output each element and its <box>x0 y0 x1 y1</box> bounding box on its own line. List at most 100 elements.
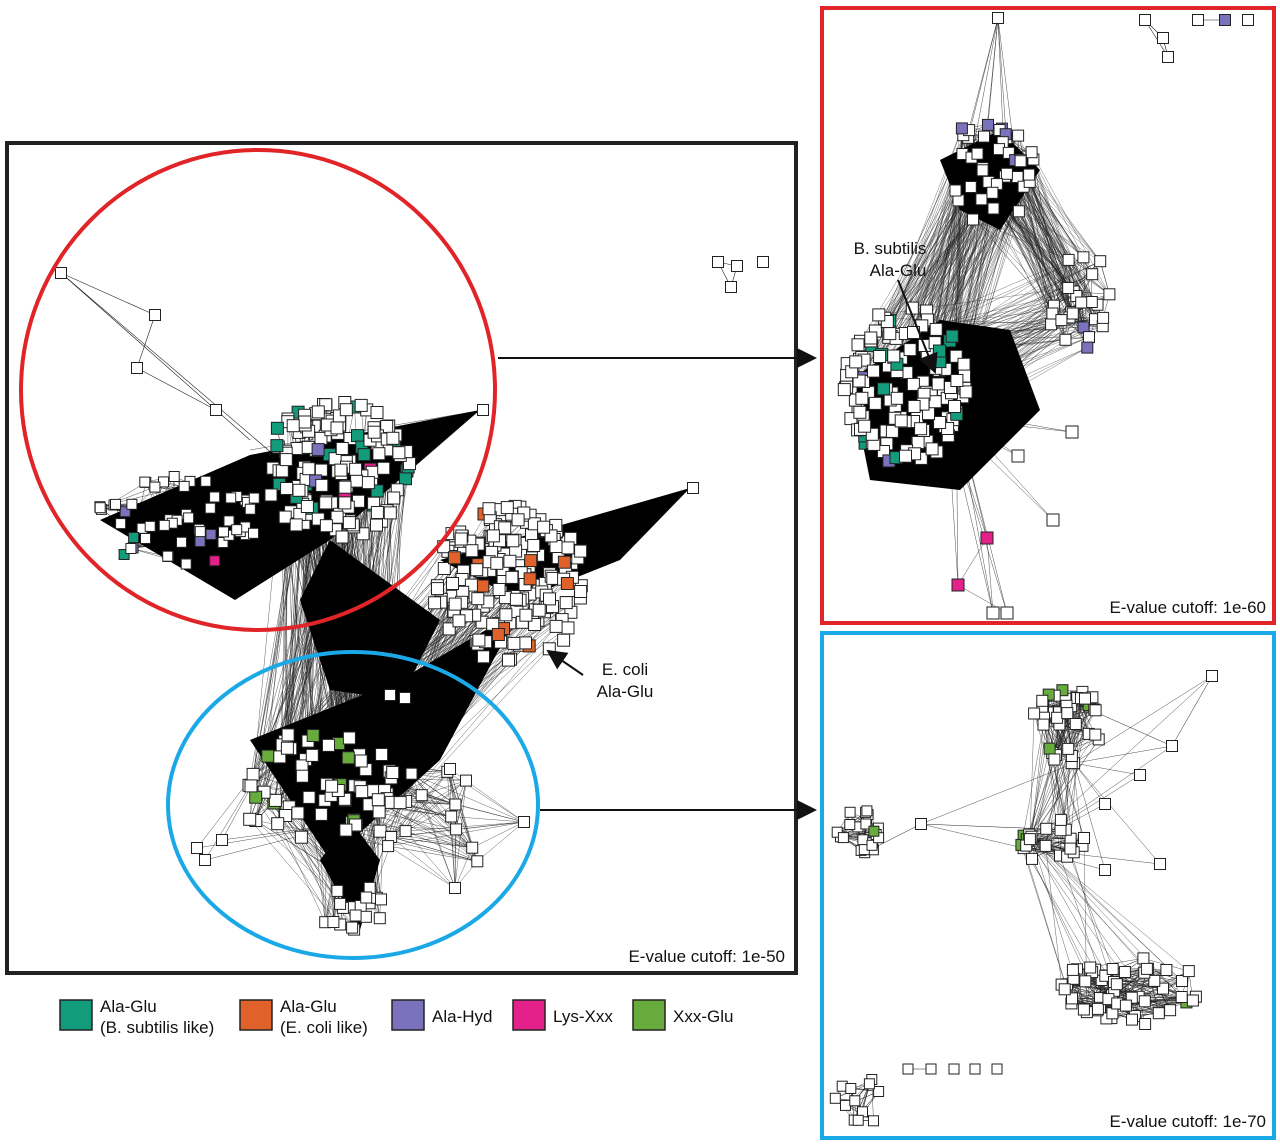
network-node <box>873 1086 885 1097</box>
network-node <box>1062 253 1075 266</box>
legend-swatch <box>239 999 273 1031</box>
network-edge <box>263 792 326 923</box>
network-node <box>244 779 258 793</box>
network-node <box>1054 824 1067 837</box>
network-node <box>1137 952 1150 965</box>
network-edge <box>1023 774 1141 849</box>
network-node <box>300 500 314 513</box>
network-node <box>1097 311 1110 324</box>
network-node <box>477 650 490 664</box>
network-edge <box>421 780 467 796</box>
network-node <box>249 790 263 804</box>
network-node <box>978 130 990 143</box>
network-node <box>559 596 573 610</box>
network-node <box>371 793 385 807</box>
network-edge <box>421 795 456 889</box>
network-node <box>370 518 383 532</box>
network-node <box>757 256 769 268</box>
network-edge <box>920 762 1075 825</box>
red-network-edges <box>844 17 1225 614</box>
network-node <box>448 597 462 611</box>
network-node <box>339 823 353 837</box>
network-edge <box>1029 713 1035 840</box>
network-node <box>867 364 880 378</box>
network-node <box>399 692 411 704</box>
network-node <box>338 480 352 494</box>
network-node <box>110 498 121 510</box>
network-edge <box>249 409 484 451</box>
network-node <box>446 577 459 590</box>
network-node <box>524 554 538 568</box>
network-node <box>1066 992 1078 1005</box>
legend-item-ala-hyd: Ala-Hyd <box>391 999 492 1031</box>
network-node <box>557 555 571 569</box>
network-node <box>1075 296 1088 309</box>
network-node <box>295 769 309 783</box>
network-node <box>712 256 724 268</box>
red-zoom-border <box>820 6 1276 625</box>
network-node <box>1176 975 1188 987</box>
network-edge <box>405 830 478 862</box>
network-node <box>499 608 513 622</box>
network-node <box>519 608 533 622</box>
network-edge <box>136 314 156 369</box>
network-edge <box>1026 845 1107 1019</box>
network-node <box>294 830 308 844</box>
network-node <box>278 510 292 524</box>
red-network-nodes <box>837 12 1254 620</box>
network-node <box>561 621 575 635</box>
network-node <box>1118 966 1131 978</box>
network-node <box>1219 14 1231 26</box>
network-node <box>1242 14 1254 26</box>
network-node <box>1182 965 1195 978</box>
network-node <box>476 579 490 593</box>
network-node <box>200 475 212 487</box>
network-node <box>158 519 170 531</box>
network-node <box>948 400 961 413</box>
legend-label-line1: Lys-Xxx <box>553 1007 613 1026</box>
network-node <box>837 832 849 844</box>
network-edge <box>390 795 422 838</box>
network-node <box>1099 969 1112 982</box>
network-node <box>209 555 221 567</box>
network-node <box>844 806 856 818</box>
blue-network-edges <box>835 675 1213 1122</box>
network-edge <box>387 768 451 847</box>
network-node <box>857 834 869 846</box>
network-node <box>1002 146 1015 159</box>
network-node <box>950 374 964 387</box>
network-node <box>915 818 927 830</box>
network-node <box>449 882 461 894</box>
network-node <box>314 807 328 821</box>
network-node <box>306 729 320 742</box>
network-node <box>992 12 1004 24</box>
network-node <box>855 391 869 405</box>
network-node <box>1106 963 1119 975</box>
blue-zoom-border <box>820 631 1276 1140</box>
network-node <box>140 533 151 544</box>
network-node <box>335 442 349 455</box>
network-node <box>218 526 229 538</box>
network-node <box>183 512 195 524</box>
network-node <box>375 748 389 761</box>
legend-label-line1: Ala-Hyd <box>432 1007 492 1026</box>
network-edge <box>388 845 456 889</box>
network-node <box>969 1063 981 1075</box>
network-node <box>902 1063 914 1075</box>
network-node <box>1062 742 1075 755</box>
network-node <box>271 817 285 831</box>
network-node <box>472 633 486 647</box>
network-node <box>386 766 400 779</box>
network-node <box>1094 255 1107 268</box>
network-edge <box>1029 181 1069 289</box>
network-node <box>490 556 504 570</box>
network-node <box>216 834 228 846</box>
network-edge <box>1021 724 1044 845</box>
network-node <box>914 422 928 436</box>
network-node <box>574 585 588 598</box>
network-node <box>1103 288 1116 301</box>
network-edge <box>1106 1000 1193 1019</box>
network-edge <box>1043 717 1061 831</box>
network-edge <box>456 821 525 830</box>
network-node <box>373 824 387 838</box>
